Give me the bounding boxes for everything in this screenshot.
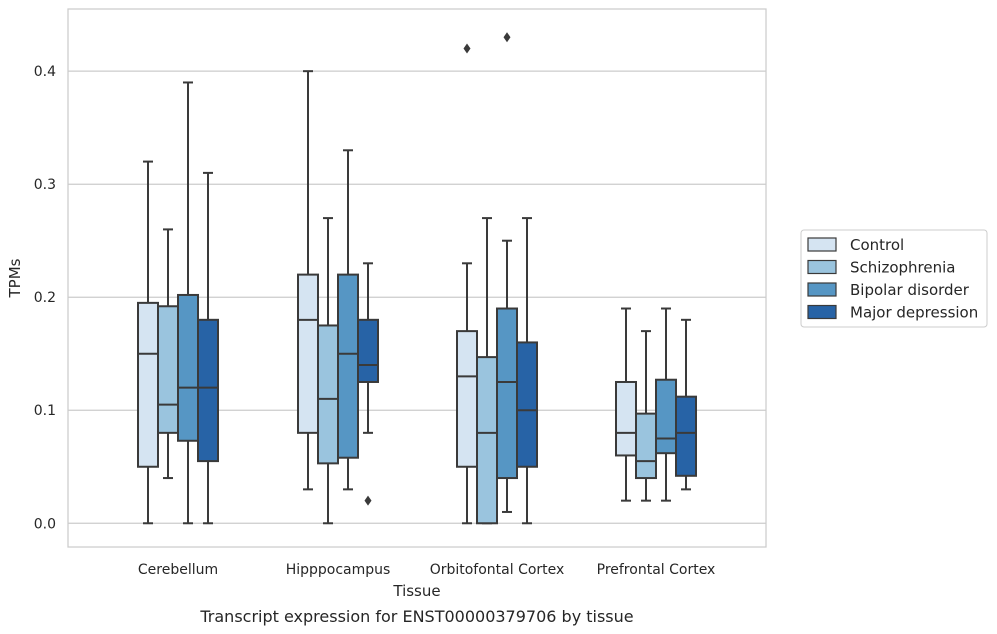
box-3-1 [357,262,379,506]
outlier-marker [463,43,471,54]
box-iqr [357,318,379,383]
legend-frame [800,229,988,328]
box-0-3 [615,307,637,502]
x-tick-label: Hipppocampus [286,562,391,578]
box-3-0 [197,171,219,525]
figure-caption: Transcript expression for ENST0000037970… [199,607,633,626]
box-0-2 [456,43,478,525]
x-tick-labels: Cerebellum Hipppocampus Orbitofontal Corte… [138,562,715,578]
box-iqr [337,273,359,459]
box-1-2 [476,217,498,525]
y-axis-title: TPMs [6,258,24,298]
box-iqr [635,412,657,480]
y-tick-labels: 0.0 0.1 0.2 0.3 0.4 [34,64,56,532]
box-iqr [675,395,697,477]
legend: Control Schizophrenia Bipolar disorder Majo… [800,229,988,328]
x-tick-label: Orbitofontal Cortex [430,562,565,578]
plot-frame [67,8,767,548]
box-iqr [476,356,498,525]
box-iqr [317,324,339,465]
box-3-2 [516,217,538,525]
legend-swatch [807,259,837,275]
box-0-0 [137,160,159,525]
box-iqr [655,378,677,455]
box-iqr [157,305,179,434]
legend-label: Schizophrenia [850,259,955,277]
y-tick-label: 0.2 [34,290,56,306]
box-iqr [516,341,538,468]
legend-swatch [807,304,837,320]
outlier-marker [503,32,511,43]
x-tick-label: Prefrontal Cortex [597,562,716,578]
legend-swatch [807,237,837,252]
y-tick-label: 0.0 [34,516,56,532]
box-iqr [456,330,478,468]
box-1-3 [635,330,657,502]
box-2-2 [496,32,518,513]
y-tick-label: 0.4 [34,64,56,80]
y-tick-label: 0.3 [34,177,56,193]
box-iqr [496,307,518,480]
x-tick-label: Cerebellum [138,562,218,578]
outlier-marker [364,495,372,506]
box-0-1 [297,70,319,491]
box-3-3 [675,318,697,491]
grid-lines [68,70,766,524]
box-iqr [177,293,199,442]
legend-label: Control [850,236,904,254]
box-1-1 [317,217,339,525]
box-2-0 [177,81,199,525]
boxes [137,32,697,525]
legend-label: Major depression [850,304,978,322]
legend-label: Bipolar disorder [850,281,970,299]
box-2-1 [337,149,359,491]
box-iqr [197,318,219,463]
y-tick-label: 0.1 [34,403,56,419]
x-axis-title: Tissue [392,582,440,600]
box-iqr [615,380,637,457]
box-1-0 [157,228,179,480]
box-iqr [297,273,319,434]
legend-swatch [807,282,837,297]
box-2-3 [655,307,677,502]
box-iqr [137,301,159,468]
